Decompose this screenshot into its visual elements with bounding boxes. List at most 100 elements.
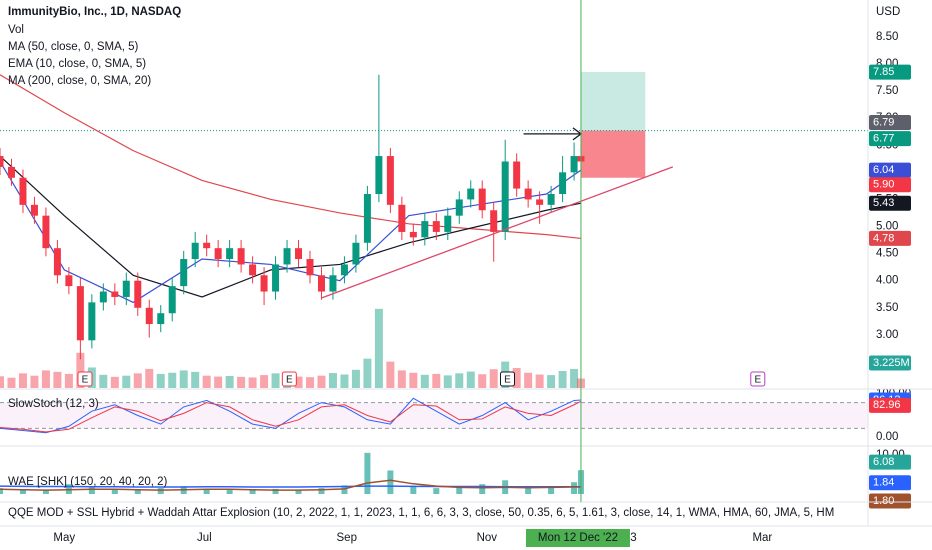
wae-bar (318, 488, 325, 494)
candle-body (375, 156, 383, 194)
candle-body (53, 248, 61, 276)
trendline (321, 166, 674, 299)
volume-bar (76, 352, 85, 388)
volume-bar (237, 376, 246, 388)
volume-bar (547, 375, 556, 388)
candle-body (88, 302, 96, 341)
y-tick-label: 3.50 (876, 302, 898, 314)
price-badge (869, 454, 911, 470)
volume-bar (145, 368, 154, 388)
volume-bar (420, 374, 429, 388)
volume-bar (133, 373, 142, 388)
candle-body (0, 156, 4, 167)
volume-bar (53, 371, 62, 388)
volume-bar (351, 369, 360, 388)
candle-body (421, 221, 429, 238)
price-badge-label: 6.77 (873, 133, 894, 145)
price-badge (869, 64, 911, 80)
wae-bar (0, 488, 3, 494)
volume-bar (260, 375, 269, 388)
wae-bar (341, 485, 348, 494)
price-axis: USD8.508.007.507.006.506.005.505.004.504… (869, 6, 911, 509)
y-tick-label: 4.00 (876, 275, 898, 287)
y-tick-label: 8.50 (876, 31, 898, 43)
wae-dead-zone (0, 485, 581, 488)
legend-entry: MA (200, close, 0, SMA, 20) (8, 75, 151, 87)
volume-bar (0, 376, 4, 388)
stoch-tick-label: 0.00 (876, 431, 898, 443)
volume-bar (317, 375, 326, 388)
candle-body (444, 215, 452, 232)
earnings-marker (281, 371, 297, 387)
wae-bar (410, 486, 417, 494)
wae-bar (571, 482, 578, 494)
volume-bar (202, 375, 211, 388)
candle-body (409, 231, 417, 238)
volume-bar (294, 376, 303, 388)
price-badge (869, 355, 911, 371)
candle-body (168, 286, 176, 314)
wae-bar (548, 486, 555, 494)
volume-bar (179, 370, 188, 388)
volume-bar (191, 371, 200, 388)
volume-bar (443, 375, 452, 388)
price-badge-label: 5.43 (873, 197, 894, 209)
candle-body (237, 248, 245, 265)
wae-bar (364, 452, 371, 494)
volume-bar (156, 373, 165, 388)
wae-explosion (0, 479, 581, 491)
wae-bar (295, 490, 302, 494)
price-badge (869, 475, 911, 491)
legend-entry: Vol (8, 24, 24, 36)
volume-bar (18, 373, 27, 388)
earnings-label: E (82, 375, 89, 386)
stoch-title: SlowStoch (12, 3) (8, 398, 99, 410)
cursor-label: Mon 12 Dec '22 (538, 532, 618, 544)
earnings-label: E (754, 375, 761, 386)
footer-indicator: QQE MOD + SSL Hybrid + Waddah Attar Expl… (8, 507, 834, 519)
candle-body (203, 242, 211, 249)
volume-bar (524, 372, 533, 388)
y-tick-label: 5.00 (876, 221, 898, 233)
candle-body (65, 275, 73, 287)
volume-bar (558, 370, 567, 388)
volume-bar (41, 370, 50, 388)
volume-bar (110, 376, 119, 388)
price-badge-label: 6.79 (873, 116, 894, 128)
wae-bar (134, 490, 141, 494)
x-tick-label: Mar (752, 532, 772, 544)
wae-title: WAE [SHK] (150, 20, 40, 20, 2) (8, 476, 168, 488)
wae-bar (433, 488, 440, 494)
candle-body (340, 264, 348, 276)
volume-bar (30, 375, 39, 388)
candle-body (191, 242, 199, 260)
price-badge-label: 82.96 (873, 399, 901, 411)
price-badge-label: 6.08 (873, 456, 894, 468)
wae-bar (525, 488, 532, 494)
volume-bar (374, 308, 383, 388)
wae-bar (111, 489, 118, 494)
candle-body (547, 194, 555, 205)
volume-bar (478, 374, 487, 388)
y-tick-label: 7.50 (876, 85, 898, 97)
candle-body (524, 188, 532, 200)
candle-body (76, 286, 84, 341)
wae-bar (19, 489, 26, 494)
stoch-line (0, 400, 582, 433)
volume-bar (409, 372, 418, 388)
candle-body (111, 291, 119, 297)
volume-bar (363, 358, 372, 388)
x-tick-label: Jul (197, 532, 212, 544)
candle-body (99, 291, 107, 303)
volume-bar (168, 372, 177, 388)
candle-body (317, 275, 325, 292)
candle-body (513, 161, 521, 189)
wae-bar (272, 488, 279, 494)
candle-body (180, 259, 188, 287)
earnings-label: E (286, 375, 293, 386)
price-badge-label: 7.85 (873, 66, 894, 78)
candle-body (329, 275, 337, 292)
volume-bar (397, 370, 406, 388)
